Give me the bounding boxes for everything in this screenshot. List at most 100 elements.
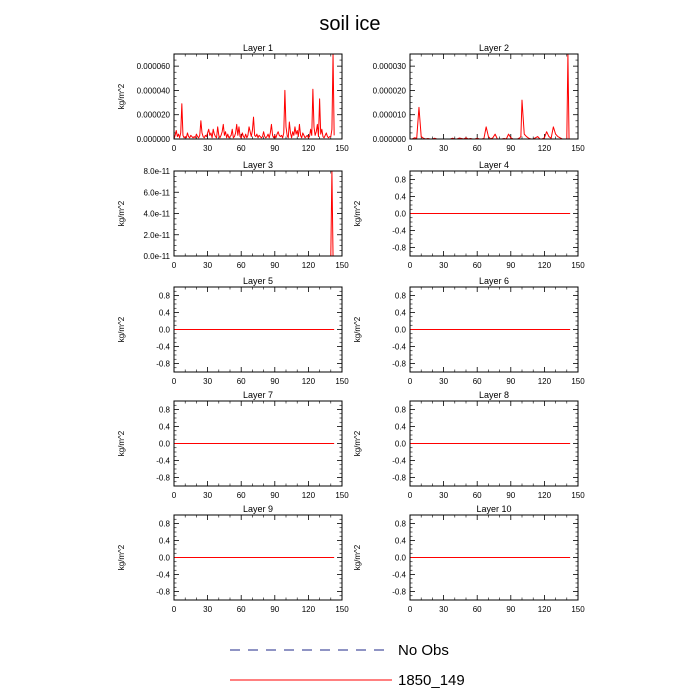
x-tick-label: 150 [335,144,349,153]
panel-title: Layer 5 [243,276,273,286]
plot-frame [409,400,579,487]
y-tick-label: 0.0 [395,326,407,335]
panel-title: Layer 3 [243,160,273,170]
y-tick-label: 0.000060 [137,62,171,71]
x-tick-label: 120 [538,261,552,270]
y-tick-label: 2.0e-11 [143,231,170,240]
x-tick-label: 0 [408,144,413,153]
panel-2: Layer 2 0 30 60 90 120 150 0.000000 0.000010 0.00… [373,43,586,153]
y-tick-label: 0.0 [395,554,407,563]
x-tick-label: 90 [270,491,279,500]
panel-9: Layer 9 kg/m^2 0 30 60 90 120 150 -0.8 -0.4 0.0 0.4… [117,504,349,614]
x-tick-label: 90 [270,144,279,153]
y-tick-label: -0.4 [156,457,170,466]
panel-5: Layer 5 kg/m^2 0 30 60 90 120 150 -0.8 -0.4 0.0 0.4… [117,276,349,386]
y-axis-label: kg/m^2 [353,200,362,226]
x-tick-label: 120 [302,377,316,386]
x-tick-label: 0 [408,377,413,386]
x-tick-label: 90 [506,377,515,386]
x-tick-label: 60 [237,605,246,614]
panel-10: Layer 10 kg/m^2 0 30 60 90 120 150 -0.8 -0.4 0.0 0.… [353,504,585,614]
y-tick-label: 0.8 [159,292,171,301]
x-tick-label: 150 [571,377,585,386]
y-tick-label: 0.8 [159,520,171,529]
legend-item: 1850_149 [230,672,465,689]
y-tick-label: -0.4 [156,343,170,352]
y-tick-label: 0.4 [395,423,407,432]
x-tick-label: 0 [408,605,413,614]
panel-1: Layer 1 kg/m^2 0 30 60 90 120 150 0.000000 0.0000… [117,43,349,153]
x-tick-label: 150 [571,491,585,500]
x-tick-label: 0 [172,144,177,153]
y-axis-label: kg/m^2 [353,316,362,342]
y-tick-label: 0.0 [395,210,407,219]
x-tick-label: 60 [237,144,246,153]
x-tick-label: 150 [335,605,349,614]
x-tick-label: 60 [473,377,482,386]
plot-frame [173,53,343,140]
panel-title: Layer 4 [479,160,509,170]
x-tick-label: 60 [237,261,246,270]
x-tick-label: 0 [172,605,177,614]
plot-frame [409,53,579,140]
legend: No Obs 1850_149 [230,642,465,689]
y-axis-label: kg/m^2 [117,83,126,109]
x-tick-label: 150 [571,605,585,614]
x-tick-label: 0 [172,261,177,270]
y-axis-label: kg/m^2 [117,544,126,570]
x-tick-label: 120 [302,261,316,270]
x-tick-label: 90 [506,491,515,500]
x-tick-label: 30 [203,144,212,153]
series-line [174,170,335,257]
y-tick-label: -0.4 [392,227,406,236]
y-tick-label: 0.0 [395,440,407,449]
y-axis-label: kg/m^2 [117,430,126,456]
y-tick-label: 0.000030 [373,62,407,71]
y-tick-label: 0.8 [395,406,407,415]
x-tick-label: 120 [302,491,316,500]
x-tick-label: 30 [203,491,212,500]
x-tick-label: 30 [439,261,448,270]
panel-title: Layer 8 [479,390,509,400]
y-tick-label: 0.0 [159,440,171,449]
y-tick-label: 4.0e-11 [143,210,170,219]
y-tick-label: 0.4 [159,423,171,432]
y-axis-label: kg/m^2 [117,200,126,226]
plot-frame [173,170,343,257]
x-tick-label: 120 [302,144,316,153]
panel-title: Layer 10 [476,504,511,514]
x-tick-label: 0 [172,491,177,500]
y-tick-label: 6.0e-11 [143,188,170,197]
x-tick-label: 30 [203,605,212,614]
y-tick-label: 0.000020 [137,111,171,120]
y-tick-label: 8.0e-11 [143,167,170,176]
y-tick-label: 0.4 [395,193,407,202]
y-tick-label: -0.4 [156,571,170,580]
plot-frame [173,286,343,373]
y-tick-label: 0.4 [395,309,407,318]
x-tick-label: 120 [302,605,316,614]
y-tick-label: 0.000040 [137,86,171,95]
panel-grid: Layer 1kg/m^20 30 60 90 120 1500.0000000.0000… [117,43,585,614]
y-tick-label: 0.000000 [137,135,171,144]
series-line [410,53,571,140]
y-tick-label: -0.8 [156,360,170,369]
x-tick-label: 90 [506,605,515,614]
x-tick-label: 60 [473,261,482,270]
x-tick-label: 120 [538,491,552,500]
y-tick-label: 0.8 [159,406,171,415]
x-tick-label: 90 [506,261,515,270]
x-tick-label: 60 [473,144,482,153]
x-tick-label: 120 [538,377,552,386]
x-tick-label: 30 [439,144,448,153]
plot-frame [173,514,343,601]
plot-frame [409,514,579,601]
panel-6: Layer 6 kg/m^2 0 30 60 90 120 150 -0.8 -0.4 0.0 0.4… [353,276,585,386]
legend-item: No Obs [230,642,449,659]
panel-title: Layer 2 [479,43,509,53]
y-tick-label: -0.4 [392,571,406,580]
panel-4: Layer 4 kg/m^2 0 30 60 90 120 150 -0.8 -0.4 0.0 0.4… [353,160,585,270]
x-tick-label: 90 [506,144,515,153]
x-tick-label: 30 [439,491,448,500]
